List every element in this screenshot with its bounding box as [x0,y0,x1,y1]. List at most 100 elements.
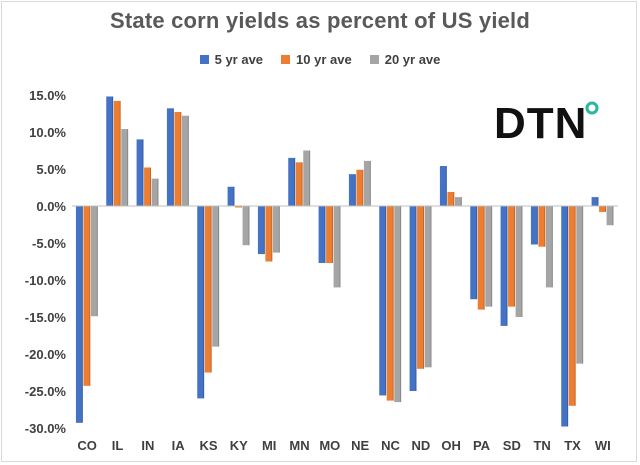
x-tick-label: WI [595,438,611,453]
x-tick-label: NC [381,438,400,453]
legend-swatch-10yr [281,55,291,64]
bar-mn-s2 [303,150,311,206]
bar-oh-s0 [439,166,447,206]
chart-legend: 5 yr ave 10 yr ave 20 yr ave [0,52,640,67]
bar-co-s2 [90,206,98,317]
bar-sd-s1 [508,206,515,307]
x-tick-label: KY [230,438,248,453]
bar-shade-il-s1 [119,100,121,206]
bar-shade-nc-s1 [392,206,394,401]
bar-shade-co-s1 [89,206,91,386]
bar-shade-in-s1 [149,167,151,206]
bar-co-s0 [75,206,83,423]
bar-shade-ky-s0 [233,186,235,206]
y-tick-label: 5.0% [36,162,66,177]
bar-shade-pa-s2 [491,206,493,307]
bar-shade-il-s0 [112,96,114,206]
x-tick-label: OH [441,438,461,453]
x-tick-label: MI [262,438,276,453]
bar-oh-s1 [447,191,455,206]
bar-ne-s2 [363,160,371,206]
bar-in-s2 [151,178,159,206]
y-tick-label: -25.0% [25,384,67,399]
bar-ne-s0 [348,174,356,206]
bar-nc-s2 [394,206,402,403]
legend-label-20yr: 20 yr ave [384,52,441,67]
bar-nc-s0 [379,206,387,396]
bar-wi-s2 [606,206,614,226]
bar-shade-ky-s1 [240,206,242,208]
x-tick-label: KS [199,438,217,453]
bar-shade-tn-s0 [536,206,538,245]
bar-shade-co-s0 [81,206,83,423]
x-tick-label: IA [172,438,186,453]
bar-mo-s1 [326,206,333,263]
y-tick-label: -5.0% [32,236,66,251]
bar-shade-mo-s2 [339,206,341,288]
bar-il-s1 [113,100,121,206]
bar-tx-s0 [561,206,569,427]
bar-mo-s0 [318,206,326,263]
bar-shade-ia-s1 [180,112,182,206]
legend-label-10yr: 10 yr ave [296,52,352,67]
bar-shade-ia-s2 [187,115,189,206]
bar-shade-pa-s1 [483,206,485,310]
bar-shade-sd-s0 [506,206,508,326]
bar-ky-s2 [242,206,250,246]
bar-ky-s1 [235,206,242,208]
dtn-logo: DTN [494,100,599,144]
bar-shade-nd-s0 [415,206,417,391]
bar-shade-sd-s2 [521,206,523,317]
legend-swatch-20yr [369,55,379,64]
bar-wi-s0 [591,197,599,206]
bar-shade-in-s0 [142,139,144,206]
legend-item-10yr: 10 yr ave [281,52,352,67]
bar-ks-s1 [204,206,212,373]
y-tick-label: 0.0% [36,199,66,214]
bar-ia-s0 [166,108,174,206]
bar-pa-s2 [485,206,493,307]
bar-shade-wi-s2 [612,206,614,226]
bar-shade-mo-s0 [324,206,326,263]
bar-tn-s2 [545,206,553,288]
bar-ks-s2 [212,206,220,347]
bar-shade-ky-s2 [248,206,250,246]
bar-shade-il-s2 [127,129,129,206]
bar-shade-mi-s1 [271,206,273,262]
bar-mn-s0 [288,157,296,206]
bar-shade-ks-s0 [203,206,205,399]
bar-tx-s2 [576,206,584,364]
bar-ky-s0 [227,186,235,206]
bar-ia-s1 [174,112,182,206]
legend-swatch-5yr [199,55,209,64]
x-tick-label: NE [351,438,369,453]
bar-shade-tx-s2 [582,206,584,364]
bar-shade-mi-s2 [278,206,280,253]
bar-il-s0 [106,96,114,206]
bar-shade-nc-s0 [385,206,387,396]
bar-shade-wi-s0 [597,197,599,206]
chart-title: State corn yields as percent of US yield [109,8,531,33]
bar-shade-tx-s0 [567,206,569,427]
x-tick-label: TX [564,438,581,453]
bar-shade-mn-s1 [301,162,303,206]
bar-mi-s0 [257,206,265,255]
bar-shade-mi-s0 [263,206,265,255]
bar-nd-s0 [409,206,417,391]
x-tick-label: IN [141,438,154,453]
bar-shade-mn-s0 [294,157,296,206]
bar-shade-mn-s2 [309,150,311,206]
bar-shade-nc-s2 [400,206,402,403]
bar-ks-s0 [197,206,205,399]
bar-shade-pa-s0 [476,206,478,300]
bar-sd-s0 [500,206,508,326]
bar-shade-oh-s2 [460,197,462,206]
legend-item-5yr: 5 yr ave [199,52,264,67]
bar-shade-mo-s1 [331,206,333,263]
bar-shade-tn-s2 [551,206,553,288]
legend-label-5yr: 5 yr ave [214,52,264,67]
bar-shade-nd-s2 [430,206,432,368]
bar-pa-s0 [470,206,478,300]
bar-il-s2 [121,129,129,206]
